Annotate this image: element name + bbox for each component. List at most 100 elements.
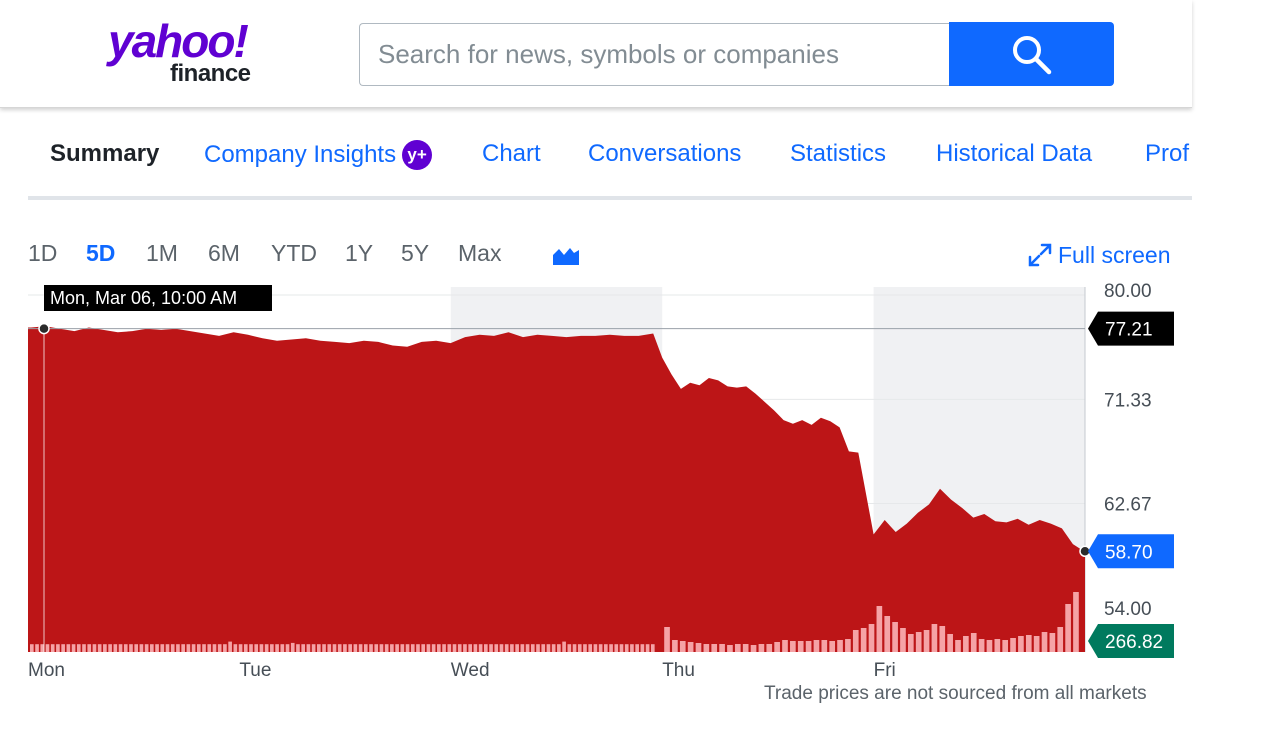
volume-bar xyxy=(181,644,185,652)
yahoo-finance-logo[interactable]: yahoo! finance xyxy=(108,18,280,90)
volume-bar xyxy=(56,644,60,652)
volume-bar xyxy=(431,644,436,652)
volume-bar xyxy=(711,644,718,652)
volume-bar xyxy=(1025,635,1032,652)
volume-bar xyxy=(742,644,749,652)
volume-bar xyxy=(437,644,441,652)
volume-bar xyxy=(322,644,326,652)
price-chart[interactable]: Mon, Mar 06, 10:00 AM 80.00 71.33 62.67 54.… xyxy=(0,283,1192,683)
active-tab-underline xyxy=(28,196,181,200)
volume-bar xyxy=(892,622,898,652)
volume-bar xyxy=(155,644,159,652)
volume-bar xyxy=(1002,640,1009,652)
tab-profile[interactable]: Prof xyxy=(1145,140,1190,167)
range-max[interactable]: Max xyxy=(458,240,502,266)
volume-bar xyxy=(504,644,509,652)
volume-bar xyxy=(947,634,953,652)
y-tick-label: 54.00 xyxy=(1104,599,1152,620)
volume-bar xyxy=(829,641,836,652)
volume-bar xyxy=(118,644,123,652)
hover-point xyxy=(38,322,50,335)
range-1m[interactable]: 1M xyxy=(146,240,178,266)
tab-company-insights[interactable]: Company Insights y+ xyxy=(204,140,433,170)
x-tick-label: Mon xyxy=(28,660,65,681)
volume-bar xyxy=(719,644,725,652)
volume-bar xyxy=(228,641,232,652)
volume-bar xyxy=(285,644,290,652)
volume-bar xyxy=(703,644,710,652)
volume-bar xyxy=(774,642,780,652)
volume-bar xyxy=(562,641,566,652)
volume-bar xyxy=(734,644,741,652)
trade-prices-footnote: Trade prices are not sourced from all ma… xyxy=(764,683,1147,704)
volume-bar xyxy=(805,641,812,652)
range-1y[interactable]: 1Y xyxy=(345,240,374,266)
tab-conversations[interactable]: Conversations xyxy=(588,140,742,167)
tab-summary[interactable]: Summary xyxy=(50,140,160,167)
volume-bar xyxy=(845,639,851,652)
volume-bar xyxy=(400,644,405,652)
volume-bar xyxy=(113,644,118,652)
volume-bar xyxy=(317,644,321,652)
yahoo-plus-badge: y+ xyxy=(402,140,433,170)
volume-bar xyxy=(405,644,410,652)
range-6m[interactable]: 6M xyxy=(208,240,240,266)
volume-bar xyxy=(551,644,556,652)
volume-bar xyxy=(249,644,253,652)
volume-bar xyxy=(384,644,389,652)
volume-bar xyxy=(296,644,300,652)
volume-bar xyxy=(45,644,50,652)
tab-chart[interactable]: Chart xyxy=(482,140,541,167)
range-ytd[interactable]: YTD xyxy=(271,240,317,266)
volume-bar xyxy=(619,644,624,652)
x-tick-label: Fri xyxy=(874,660,896,681)
volume-bar xyxy=(884,616,891,652)
price-area-path xyxy=(28,326,1085,652)
volume-bar xyxy=(207,644,212,652)
search-input[interactable] xyxy=(359,23,949,86)
volume-bar xyxy=(588,644,593,652)
full-screen-button[interactable]: Full screen xyxy=(1028,242,1170,269)
volume-bar xyxy=(1073,592,1079,652)
volume-bar xyxy=(609,644,613,652)
search-button[interactable] xyxy=(949,22,1114,86)
volume-bar xyxy=(76,644,81,652)
range-1d[interactable]: 1D xyxy=(28,240,58,266)
volume-bar xyxy=(30,644,34,652)
range-5d[interactable]: 5D xyxy=(86,240,116,266)
volume-bar xyxy=(416,644,420,652)
volume-bar xyxy=(108,644,112,652)
mountain-chart-icon[interactable] xyxy=(552,245,580,267)
volume-bar xyxy=(421,644,426,652)
range-5y[interactable]: 5Y xyxy=(401,240,430,266)
volume-bar xyxy=(134,644,139,652)
volume-bar xyxy=(978,639,985,652)
tab-statistics[interactable]: Statistics xyxy=(790,140,887,167)
volume-bar xyxy=(395,644,399,652)
y-tick-label: 80.00 xyxy=(1104,283,1152,302)
tab-historical-data[interactable]: Historical Data xyxy=(936,140,1093,167)
volume-bar xyxy=(379,644,384,652)
volume-bar xyxy=(82,644,86,652)
logo-yahoo-text: yahoo! xyxy=(108,15,249,67)
volume-bar xyxy=(217,644,222,652)
volume-bar xyxy=(727,645,733,652)
volume-bar xyxy=(499,644,504,652)
volume-bar xyxy=(243,644,248,652)
logo-finance-text: finance xyxy=(170,60,251,87)
chart-overlay: Mon, Mar 06, 10:00 AM xyxy=(28,285,1091,652)
volume-bar xyxy=(510,644,514,652)
volume-bar xyxy=(546,644,551,652)
volume-bar xyxy=(186,644,191,652)
volume-bar xyxy=(758,644,765,652)
volume-bar xyxy=(61,644,65,652)
volume-bar xyxy=(165,644,170,652)
volume-bar xyxy=(939,626,946,652)
hover-price-badge: 77.21 xyxy=(1088,311,1174,346)
volume-bar xyxy=(821,640,828,652)
volume-bar xyxy=(572,644,577,652)
volume-bar xyxy=(630,644,634,652)
volume-bar xyxy=(577,644,582,652)
volume-bar xyxy=(672,640,678,652)
volume-bar xyxy=(624,644,629,652)
